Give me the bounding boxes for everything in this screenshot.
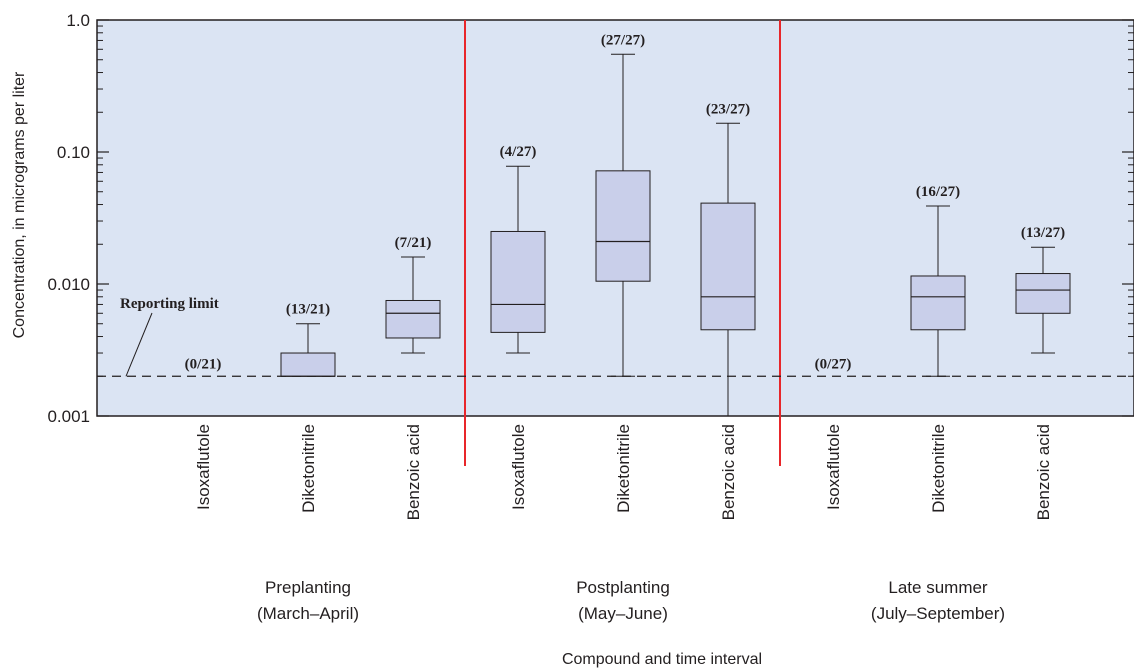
x-tick-label: Isoxaflutole <box>194 424 213 510</box>
y-tick-label: 0.10 <box>57 143 90 162</box>
x-tick-label: Isoxaflutole <box>509 424 528 510</box>
x-tick-label: Benzoic acid <box>404 424 423 520</box>
reporting-limit-label: Reporting limit <box>120 296 219 312</box>
x-tick-label: Diketonitrile <box>929 424 948 513</box>
box-9 <box>1015 246 1071 354</box>
detection-count: (7/21) <box>395 235 432 251</box>
interquartile-box <box>595 170 651 282</box>
box-3 <box>385 256 441 354</box>
box-5 <box>595 53 651 377</box>
y-axis-title: Concentration, in micrograms per liter <box>11 71 28 338</box>
interval-dividers <box>464 20 781 466</box>
reporting-limit-leader <box>125 312 153 377</box>
interval-group-labels: Preplanting (March–April) Postplanting (May… <box>257 578 1005 623</box>
detection-count: (13/21) <box>286 302 330 318</box>
box-4 <box>490 165 546 354</box>
interval-name: Late summer <box>888 578 988 597</box>
interval-dates: (July–September) <box>871 604 1005 623</box>
x-tick-label: Diketonitrile <box>299 424 318 513</box>
detection-count: (23/27) <box>706 101 750 117</box>
box-6 <box>700 122 756 416</box>
y-tick-label: 0.001 <box>47 407 90 426</box>
y-tick-label: 0.010 <box>47 275 90 294</box>
interquartile-box <box>490 230 546 333</box>
detection-count: (0/21) <box>185 356 222 372</box>
detection-count: (4/27) <box>500 144 537 160</box>
interquartile-box <box>385 299 441 339</box>
x-tick-label: Diketonitrile <box>614 424 633 513</box>
interval-name: Postplanting <box>576 578 670 597</box>
box-series <box>280 53 1071 416</box>
x-tick-label: Benzoic acid <box>719 424 738 520</box>
interquartile-box <box>910 275 966 331</box>
box-2 <box>280 323 336 377</box>
x-tick-label: Isoxaflutole <box>824 424 843 510</box>
interval-name: Preplanting <box>265 578 351 597</box>
x-category-labels: Isoxaflutole Diketonitrile Benzoic acid Iso… <box>194 424 1053 520</box>
y-axis: 1.0 0.10 0.010 0.001 <box>47 11 1134 426</box>
detection-count: (27/27) <box>601 32 645 48</box>
interval-dates: (March–April) <box>257 604 359 623</box>
detection-count: (16/27) <box>916 184 960 200</box>
detection-count: (13/27) <box>1021 225 1065 241</box>
detection-count: (0/27) <box>815 356 852 372</box>
box-8 <box>910 205 966 377</box>
x-tick-label: Benzoic acid <box>1034 424 1053 520</box>
interquartile-box <box>280 352 336 377</box>
x-axis-title: Compound and time interval <box>562 651 762 668</box>
interquartile-box <box>1015 273 1071 314</box>
detection-labels: (0/21) (13/21) (7/21) (4/27) (27/27) (23/27) (… <box>185 32 1065 372</box>
interquartile-box <box>700 202 756 331</box>
interval-dates: (May–June) <box>578 604 668 623</box>
y-tick-label: 1.0 <box>66 11 90 30</box>
